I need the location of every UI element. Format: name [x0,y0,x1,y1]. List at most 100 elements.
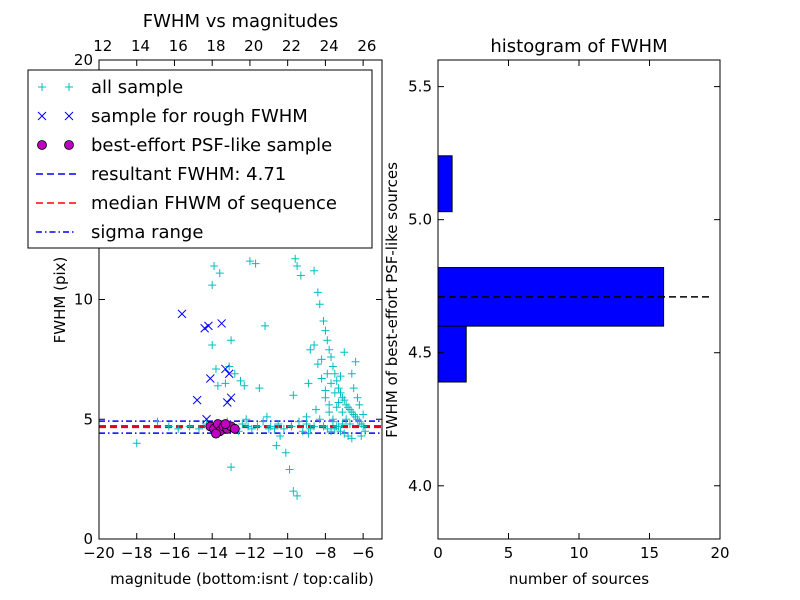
left-y-tick-label: 5 [83,410,93,428]
all-sample-point [253,422,262,431]
legend-marker-x [37,111,47,121]
left-top-tick-label: 18 [206,37,225,55]
left-top-tick-label: 26 [357,37,376,55]
all-sample-point [211,364,220,373]
right-x-axis-label: number of sources [509,570,649,588]
all-sample-point [334,384,343,393]
all-sample-point [293,491,302,500]
all-sample-point [185,422,194,431]
legend-entry-label: best-effort PSF-like sample [91,135,332,156]
all-sample-point [242,415,251,424]
all-sample-point [332,376,341,385]
legend-marker-dot [37,140,47,150]
all-sample-point [313,288,322,297]
left-x-tick-label: −12 [234,544,266,562]
all-sample-point [259,417,268,426]
all-sample-point [349,384,358,393]
all-sample-point [330,388,339,397]
legend-entry-label: median FHWM of sequence [91,193,337,214]
all-sample-point [311,405,320,414]
left-x-tick-label: −14 [196,544,228,562]
all-sample-point [274,420,283,429]
all-sample-point [310,266,319,275]
right-y-tick-label: 5.0 [408,211,432,229]
all-sample-point [215,269,224,278]
all-sample-point [238,420,247,429]
right-y-axis-label: FWHM of best-effort PSF-like sources [383,162,401,438]
left-x-axis-label: magnitude (bottom:isnt / top:calib) [110,570,374,588]
all-sample-point [236,376,245,385]
all-sample-point [323,369,332,378]
left-x-tick-label: −8 [314,544,336,562]
all-sample-point [327,379,336,388]
right-y-tick-label: 4.0 [408,477,432,495]
all-sample-point [321,386,330,395]
all-sample-point [317,374,326,383]
left-top-tick-label: 12 [93,37,112,55]
left-top-tick-label: 24 [320,37,339,55]
right-chart-title: histogram of FWHM [490,36,667,57]
all-sample-point [298,427,307,436]
all-sample-point [315,300,324,309]
all-sample-point [325,400,334,409]
all-sample-point [247,424,256,433]
all-sample-point [325,345,334,354]
right-x-tick-label: 15 [640,544,659,562]
all-sample-point [227,463,236,472]
rough-fwhm-sample-point [222,398,232,407]
rough-fwhm-sample-point [192,395,202,405]
rough-fwhm-sample-point [204,321,213,331]
rough-fwhm-sample-point [205,374,215,383]
all-sample-point [332,403,341,412]
right-y-tick-label: 5.5 [408,78,432,96]
left-x-tick-label: −18 [121,544,153,562]
all-sample-point [315,415,324,424]
all-sample-point [328,417,337,426]
histogram-bar [437,155,453,213]
all-sample-point [347,369,356,378]
all-sample-point [210,261,219,270]
all-sample-point [289,487,298,496]
left-top-tick-label: 20 [244,37,263,55]
all-sample-point [230,369,239,378]
all-sample-point [351,357,360,366]
legend-marker-x [64,111,74,121]
all-sample-point [194,424,203,433]
left-y-tick-label: 20 [74,51,93,69]
all-sample-point [347,434,356,443]
histogram-bar [437,325,467,383]
all-sample-point [328,362,337,371]
left-y-tick-label: 0 [83,530,93,548]
all-sample-point [245,257,254,266]
left-y-axis-label: FWHM (pix) [51,257,69,344]
left-x-tick-label: −6 [352,544,374,562]
rough-fwhm-sample-point [224,369,234,379]
all-sample-point [291,254,300,263]
all-sample-point [330,369,339,378]
all-sample-point [355,400,364,409]
all-sample-point [317,355,326,364]
right-y-tick-label: 4.5 [408,344,432,362]
rough-fwhm-sample-point [217,319,226,328]
rough-fwhm-sample-point [200,323,210,333]
all-sample-point [294,417,303,426]
all-sample-point [302,412,311,421]
psf-like-sample-point [229,423,240,434]
all-sample-point [208,341,217,350]
left-x-tick-label: −10 [272,544,304,562]
left-top-tick-label: 16 [169,37,188,55]
all-sample-point [359,410,368,419]
all-sample-point [208,281,217,290]
all-sample-point [323,336,332,345]
right-x-tick-label: 10 [569,544,588,562]
left-chart-title: FWHM vs magnitudes [143,11,338,32]
left-x-tick-label: −20 [83,544,115,562]
all-sample-point [262,412,271,421]
legend-entry-label: resultant FWHM: 4.71 [91,164,286,185]
legend-marker-dot [64,140,74,150]
all-sample-point [276,432,285,441]
all-sample-point [153,417,162,426]
all-sample-point [338,420,347,429]
all-sample-point [225,362,234,371]
